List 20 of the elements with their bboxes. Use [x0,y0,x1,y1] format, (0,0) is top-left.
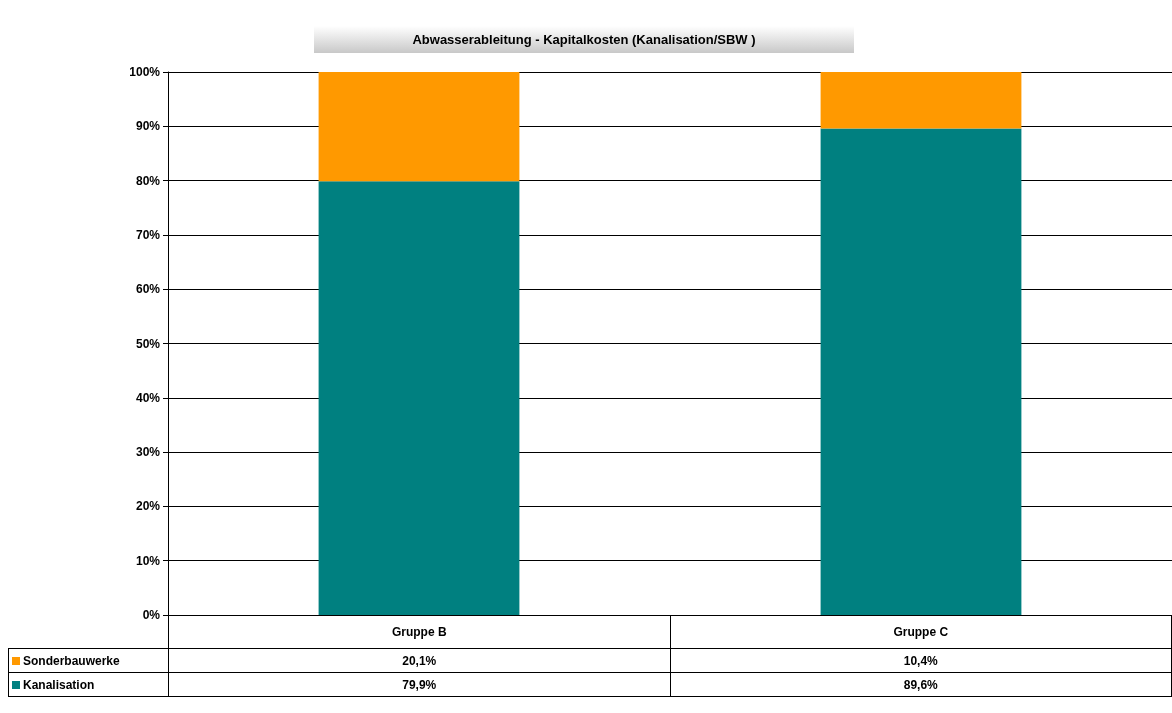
y-tick-label: 90% [135,119,161,134]
y-tick-label: 20% [135,499,161,514]
y-tick-label: 0% [142,608,161,622]
legend-label: Sonderbauwerke [8,648,169,673]
y-tick-label: 100% [129,65,161,79]
y-tick-label: 30% [135,445,161,460]
data-label: 79,9% [168,672,670,697]
x-tick-label: Gruppe B [168,615,670,649]
chart-title: Abwasserableitung - Kapitalkosten (Kanalisation/SBW ) [412,32,756,47]
y-tick-label: 10% [135,553,161,568]
data-label: 10,4% [670,648,1172,673]
y-tick-label: 50% [135,336,161,351]
data-label: 89,6% [670,672,1172,697]
y-tick-label: 60% [135,282,161,297]
data-label: 20,1% [168,648,670,673]
legend-label: Kanalisation [8,672,169,697]
y-tick-label: 70% [135,227,161,242]
x-tick-label: Gruppe C [670,615,1172,649]
y-tick-label: 40% [135,390,161,405]
y-tick-label: 80% [135,173,161,188]
